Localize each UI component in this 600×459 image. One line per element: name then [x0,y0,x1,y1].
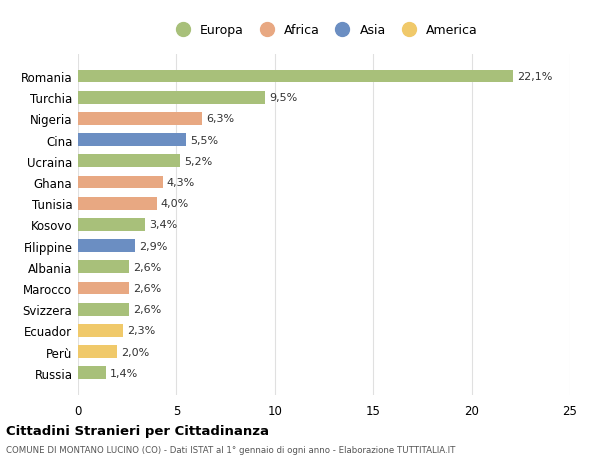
Text: 6,3%: 6,3% [206,114,234,124]
Text: 5,2%: 5,2% [184,157,212,167]
Text: 2,0%: 2,0% [121,347,149,357]
Text: 2,6%: 2,6% [133,262,161,272]
Bar [78,261,129,274]
Text: 4,0%: 4,0% [161,199,189,209]
Text: 5,5%: 5,5% [190,135,218,146]
Text: 2,3%: 2,3% [127,326,155,336]
Bar [78,346,118,358]
Bar [78,92,265,104]
Legend: Europa, Africa, Asia, America: Europa, Africa, Asia, America [170,24,478,37]
Bar [78,325,123,337]
Text: Cittadini Stranieri per Cittadinanza: Cittadini Stranieri per Cittadinanza [6,425,269,437]
Text: 3,4%: 3,4% [149,220,177,230]
Bar [78,367,106,379]
Text: 2,6%: 2,6% [133,304,161,314]
Text: 2,9%: 2,9% [139,241,167,251]
Bar [78,155,181,168]
Text: COMUNE DI MONTANO LUCINO (CO) - Dati ISTAT al 1° gennaio di ogni anno - Elaboraz: COMUNE DI MONTANO LUCINO (CO) - Dati IST… [6,445,455,454]
Bar [78,303,129,316]
Text: 2,6%: 2,6% [133,283,161,293]
Bar [78,134,186,147]
Text: 9,5%: 9,5% [269,93,297,103]
Bar [78,197,157,210]
Text: 1,4%: 1,4% [109,368,138,378]
Bar [78,113,202,125]
Bar [78,218,145,231]
Text: 22,1%: 22,1% [517,72,552,82]
Bar [78,282,129,295]
Bar [78,240,135,252]
Bar [78,176,163,189]
Bar [78,71,513,83]
Text: 4,3%: 4,3% [167,178,195,188]
